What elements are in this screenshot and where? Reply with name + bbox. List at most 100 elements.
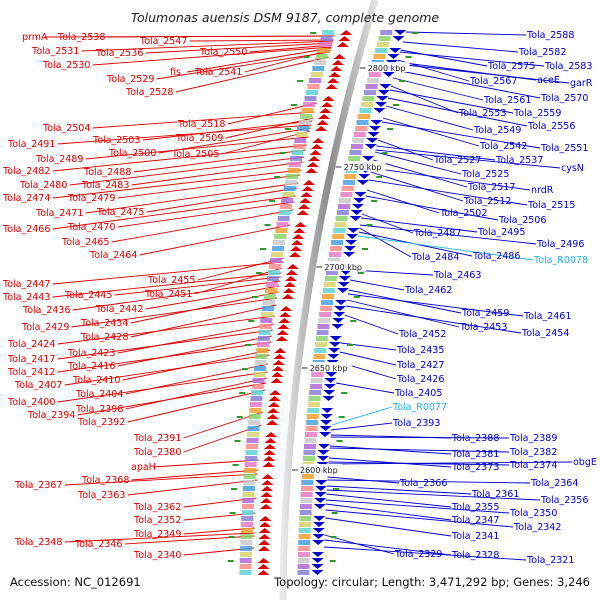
forward-gene-mark (259, 522, 272, 527)
label-connector (117, 335, 272, 367)
feature-strip (274, 234, 287, 239)
gene-label-reverse: Tola_2517 (467, 182, 515, 193)
label-connector (346, 299, 460, 328)
label-connector (326, 499, 510, 514)
gene-label-forward: Tola_2474 (2, 193, 50, 204)
forward-gene-mark (282, 288, 295, 293)
label-connector (374, 151, 462, 175)
feature-strip (240, 534, 253, 539)
feature-strip (267, 270, 280, 275)
gene-label-reverse: Tola_2556 (527, 121, 575, 132)
rna-marker (255, 272, 262, 274)
feature-strip (323, 282, 336, 287)
label-connector (395, 69, 541, 99)
reverse-gene-mark (377, 90, 390, 95)
reverse-gene-mark (362, 156, 375, 161)
gene-label-forward: Tola_2442 (95, 304, 143, 315)
feature-strip (335, 216, 348, 221)
reverse-gene-mark (314, 492, 327, 497)
feature-strip (282, 192, 295, 197)
feature-strip (337, 204, 350, 209)
reverse-gene-mark (379, 84, 392, 89)
reverse-gene-mark (323, 390, 336, 395)
reverse-gene-mark (324, 378, 337, 383)
gene-label-reverse: Tola_2393 (392, 418, 440, 429)
feature-strip (314, 348, 327, 353)
rna-marker (387, 128, 394, 130)
gene-label-reverse: Tola_2462 (404, 285, 452, 296)
forward-gene-mark (260, 498, 273, 503)
rna-marker (259, 248, 266, 250)
label-connector (344, 314, 399, 335)
gene-label-reverse: Tola_2549 (473, 125, 521, 136)
label-connector (52, 144, 307, 172)
label-connector (376, 145, 496, 161)
feature-strip (251, 390, 264, 395)
reverse-gene-mark (367, 132, 380, 137)
label-connector (249, 44, 333, 53)
label-connector (396, 63, 570, 84)
feature-strip (327, 258, 340, 263)
tick-label: 2700 kbp (324, 263, 362, 272)
genome-backbone (279, 0, 379, 600)
label-connector (325, 509, 514, 528)
rna-marker (232, 464, 239, 466)
reverse-gene-mark (376, 96, 389, 101)
reverse-gene-mark (342, 252, 355, 257)
reverse-gene-mark (356, 180, 369, 185)
genome-summary-text: Topology: circular; Length: 3,471,292 bp… (273, 575, 590, 589)
forward-gene-mark (274, 348, 287, 353)
feature-strip (252, 378, 265, 383)
forward-gene-mark (266, 420, 279, 425)
gene-label-forward: Tola_2423 (67, 348, 115, 359)
gene-label-reverse: obgE (573, 457, 597, 468)
feature-strip (302, 102, 315, 107)
reverse-gene-mark (349, 216, 362, 221)
rna-marker (331, 512, 338, 514)
forward-gene-mark (259, 504, 272, 509)
feature-strip (318, 318, 331, 323)
label-connector (375, 149, 561, 169)
reverse-gene-mark (346, 234, 359, 239)
rna-marker (405, 56, 412, 58)
rna-marker (303, 56, 310, 58)
gene-label-reverse: Tola_2361 (471, 489, 519, 500)
gene-label-forward: Tola_2491 (7, 139, 55, 150)
forward-gene-mark (259, 516, 272, 521)
forward-gene-mark (258, 546, 271, 551)
feature-strip (258, 330, 271, 335)
forward-gene-mark (305, 168, 318, 173)
gene-label-forward: Tola_2346 (74, 539, 122, 550)
feature-strip (325, 270, 338, 275)
rna-marker (230, 488, 237, 490)
label-connector (366, 189, 440, 214)
reverse-gene-mark (370, 120, 383, 125)
reverse-gene-mark (373, 108, 386, 113)
reverse-gene-mark (312, 528, 325, 533)
gene-label-forward: Tola_2368 (81, 475, 129, 486)
reverse-gene-mark (333, 312, 346, 317)
feature-strip (309, 390, 322, 395)
gene-label-forward: Tola_2367 (14, 480, 62, 491)
forward-gene-mark (301, 186, 314, 191)
feature-strip (256, 348, 269, 353)
reverse-gene-mark (320, 420, 333, 425)
gene-label-reverse: Tola_2527 (433, 155, 481, 166)
gene-label-forward: Tola_2531 (31, 46, 79, 57)
forward-gene-mark (261, 480, 274, 485)
feature-strip (362, 96, 375, 101)
gene-label-forward: Tola_2410 (72, 375, 120, 386)
forward-gene-mark (279, 312, 292, 317)
label-connector (331, 422, 393, 431)
feature-strip (268, 264, 281, 269)
rna-marker (251, 296, 258, 298)
label-connector (57, 315, 275, 345)
label-connector (405, 31, 527, 36)
gene-label-forward: Tola_2479 (67, 193, 115, 204)
feature-strip (239, 570, 252, 575)
forward-gene-mark (292, 234, 305, 239)
feature-strip (360, 102, 373, 107)
gene-label-forward: Tola_2504 (42, 123, 90, 134)
rna-marker (366, 224, 373, 226)
rna-marker (338, 416, 345, 418)
